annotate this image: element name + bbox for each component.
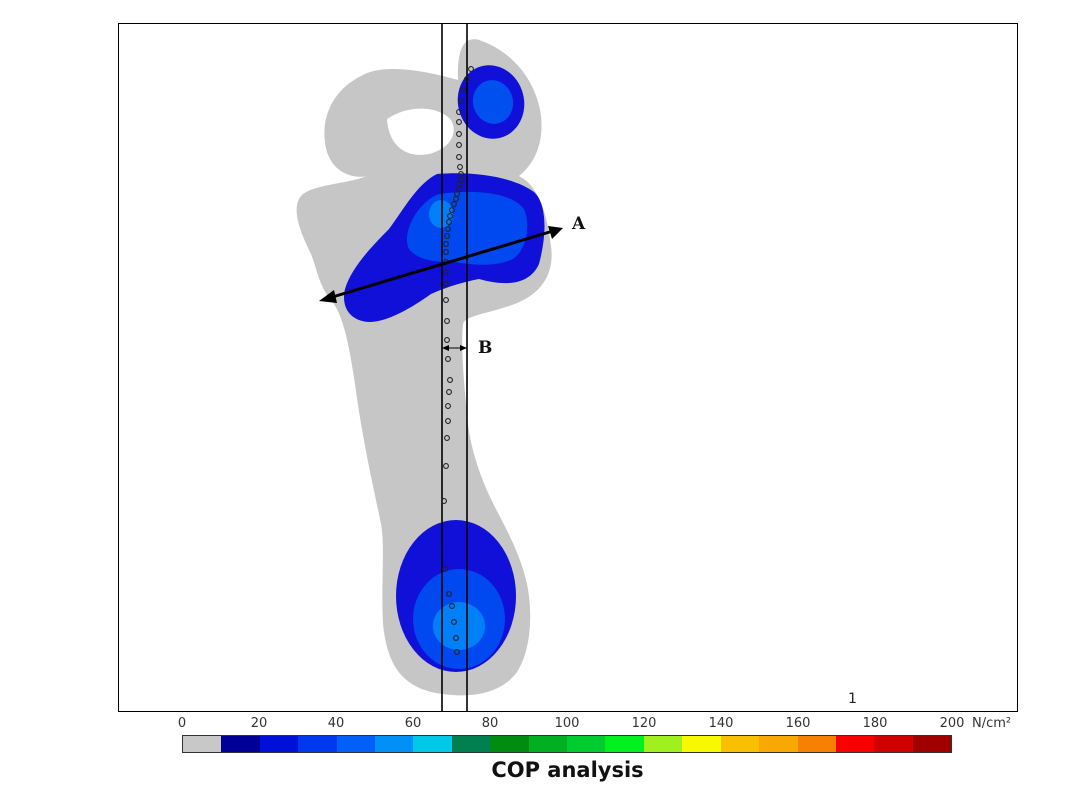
color-scale-segment bbox=[720, 736, 760, 752]
cop-point bbox=[456, 109, 462, 115]
cop-point bbox=[458, 177, 464, 183]
cop-point bbox=[451, 619, 457, 625]
cop-point bbox=[453, 635, 459, 641]
color-scale-tick-label: 120 bbox=[631, 716, 657, 731]
arrow-b-measure bbox=[442, 345, 467, 351]
annotation-b: B bbox=[478, 338, 493, 358]
arrow-a-measure bbox=[319, 226, 563, 303]
cop-point bbox=[446, 591, 452, 597]
annotation-a: A bbox=[572, 214, 586, 234]
color-scale-segment bbox=[874, 736, 913, 752]
cop-point bbox=[456, 119, 462, 125]
color-scale-segment bbox=[567, 736, 606, 752]
color-scale-segment bbox=[605, 736, 644, 752]
color-scale-segment bbox=[298, 736, 337, 752]
cop-point bbox=[456, 131, 462, 137]
cop-point bbox=[442, 566, 448, 572]
cop-point bbox=[443, 297, 449, 303]
cop-point bbox=[443, 269, 449, 275]
cop-point bbox=[444, 337, 450, 343]
color-scale-segment bbox=[490, 736, 529, 752]
heel-pressure-region bbox=[396, 520, 516, 672]
color-scale-segment bbox=[259, 736, 299, 752]
color-scale-segment bbox=[375, 736, 414, 752]
cop-point bbox=[460, 87, 466, 93]
color-scale-segment bbox=[797, 736, 836, 752]
color-scale-segment bbox=[835, 736, 875, 752]
cop-point bbox=[456, 142, 462, 148]
cop-point bbox=[451, 201, 457, 207]
color-scale-segment bbox=[336, 736, 376, 752]
cop-point bbox=[456, 186, 462, 192]
cop-point bbox=[444, 233, 450, 239]
color-scale-tick-label: 80 bbox=[481, 716, 499, 731]
color-scale-segment bbox=[221, 736, 260, 752]
cop-point bbox=[443, 463, 449, 469]
cop-point bbox=[444, 318, 450, 324]
cop-point bbox=[441, 498, 447, 504]
figure-caption: COP analysis bbox=[491, 758, 644, 782]
color-scale-segment bbox=[451, 736, 491, 752]
cop-point bbox=[446, 389, 452, 395]
cop-point bbox=[445, 356, 451, 362]
cop-point bbox=[458, 171, 464, 177]
pressure-plot-frame bbox=[118, 23, 1018, 712]
color-scale-segment bbox=[643, 736, 683, 752]
cop-point bbox=[444, 435, 450, 441]
cop-point bbox=[449, 603, 455, 609]
cop-point bbox=[464, 76, 470, 82]
cop-point bbox=[447, 377, 453, 383]
color-scale-tick-label: 180 bbox=[862, 716, 888, 731]
color-scale-segment bbox=[682, 736, 721, 752]
color-scale-segment bbox=[413, 736, 452, 752]
color-scale-tick-label: 100 bbox=[554, 716, 580, 731]
color-scale-tick-label: 40 bbox=[327, 716, 345, 731]
cop-point bbox=[468, 66, 474, 72]
color-scale-unit: N/cm² bbox=[972, 716, 1012, 731]
color-scale-bar bbox=[182, 735, 952, 753]
cop-point bbox=[456, 154, 462, 160]
cop-point bbox=[457, 164, 463, 170]
cop-point bbox=[445, 226, 451, 232]
frame-number: 1 bbox=[848, 691, 857, 707]
cop-point bbox=[447, 213, 453, 219]
cop-point bbox=[443, 249, 449, 255]
toe-pressure-region bbox=[457, 65, 525, 139]
cop-point bbox=[443, 281, 449, 287]
cop-point bbox=[446, 219, 452, 225]
cop-point bbox=[458, 98, 464, 104]
color-scale-tick-label: 0 bbox=[177, 716, 187, 731]
color-scale-tick-label: 160 bbox=[785, 716, 811, 731]
cop-point bbox=[445, 403, 451, 409]
color-scale-tick-label: 200 bbox=[939, 716, 965, 731]
color-scale-tick-label: 140 bbox=[708, 716, 734, 731]
color-scale-tick-label: 60 bbox=[404, 716, 422, 731]
cop-point bbox=[449, 207, 455, 213]
color-scale-ticks: 0 20 40 60 80 100 120 140 160 180 200 bbox=[0, 716, 1091, 736]
color-scale-segment bbox=[759, 736, 798, 752]
color-scale-segment bbox=[183, 736, 222, 752]
color-scale-segment bbox=[912, 736, 952, 752]
color-scale-segment bbox=[528, 736, 568, 752]
pressure-map bbox=[296, 24, 563, 711]
color-scale-tick-label: 20 bbox=[250, 716, 268, 731]
cop-trajectory bbox=[441, 66, 474, 655]
cop-point bbox=[445, 418, 451, 424]
cop-point bbox=[443, 241, 449, 247]
cop-point bbox=[454, 649, 460, 655]
cop-point bbox=[453, 196, 459, 202]
